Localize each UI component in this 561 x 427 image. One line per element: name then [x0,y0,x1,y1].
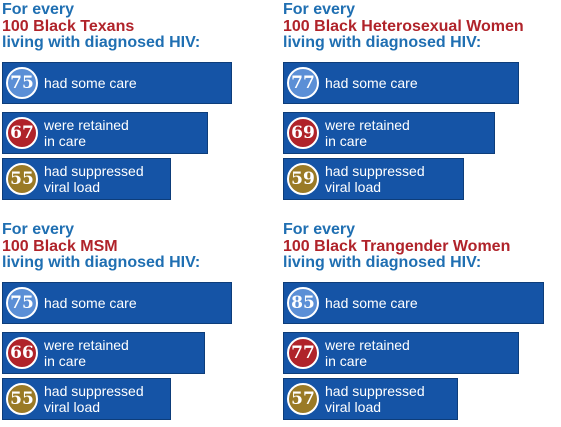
chart-title-line: For every [2,221,75,238]
bar-category-label-line: had some care [325,295,418,311]
bar-category-label: were retained in care [325,332,410,374]
bar-category-label: had suppressed viral load [325,158,425,200]
bar-category-label-line: had some care [44,75,137,91]
chart-title-line: For every [283,221,356,238]
bar [2,62,232,104]
bar [283,332,519,374]
bar-category-label: had some care [44,282,137,324]
bar-category-label-line: were retained [325,337,410,353]
bar-category-label-line: viral load [325,399,382,415]
bar-value-label: 67 [6,117,38,149]
bar-category-label-line: in care [325,353,368,369]
bar-value-label: 75 [6,287,38,319]
bar-category-label-line: were retained [44,337,129,353]
chart-title: For every 100 Black Heterosexual Women liv… [283,1,524,52]
bar-category-label-line: had suppressed [325,383,425,399]
bar [283,282,544,324]
bar-category-label-line: had suppressed [44,163,144,179]
bar-category-label-line: viral load [44,399,101,415]
bar-category-label: had some care [325,282,418,324]
bar-value-label: 77 [287,337,319,369]
bar-category-label-line: were retained [44,117,129,133]
chart-panel: For every 100 Black Heterosexual Women liv… [283,1,561,207]
chart-title-line: 100 Black Texans [2,17,135,35]
chart-title-line: living with diagnosed HIV: [283,34,482,51]
chart-title-line: 100 Black Trangender Women [283,237,511,255]
bar-value-label: 57 [287,383,319,415]
chart-panel: For every 100 Black Trangender Women livin… [283,221,561,427]
bar-category-label-line: in care [44,133,87,149]
bar-category-label-line: had suppressed [325,163,425,179]
chart-title-line: living with diagnosed HIV: [2,34,201,51]
bar-value-label: 77 [287,67,319,99]
bar-category-label-line: had some care [325,75,418,91]
bar-value-label: 55 [6,163,38,195]
bar-category-label: were retained in care [44,112,129,154]
bar-category-label: had some care [325,62,418,104]
bar [283,62,519,104]
chart-title-line: living with diagnosed HIV: [2,254,201,271]
bar-category-label-line: had some care [44,295,137,311]
bar-category-label-line: had suppressed [44,383,144,399]
bar-category-label: had suppressed viral load [325,378,425,420]
chart-title: For every 100 Black Trangender Women livin… [283,221,511,272]
bar-value-label: 55 [6,383,38,415]
bar-value-label: 69 [287,117,319,149]
chart-title-line: For every [2,1,75,18]
bar-category-label-line: were retained [325,117,410,133]
bar-category-label-line: viral load [44,179,101,195]
bar-category-label-line: viral load [325,179,382,195]
chart-panel: For every 100 Black Texans living with dia… [2,1,282,207]
chart-title: For every 100 Black MSM living with diagno… [2,221,201,272]
chart-title-line: 100 Black MSM [2,237,118,255]
chart-panel: For every 100 Black MSM living with diagno… [2,221,282,427]
bar-value-label: 85 [287,287,319,319]
chart-title-line: For every [283,1,356,18]
chart-title: For every 100 Black Texans living with dia… [2,1,201,52]
bar [2,282,232,324]
bar-category-label-line: in care [44,353,87,369]
chart-title-line: 100 Black Heterosexual Women [283,17,524,35]
bar-value-label: 75 [6,67,38,99]
bar-value-label: 59 [287,163,319,195]
bar-value-label: 66 [6,337,38,369]
bar-category-label: were retained in care [325,112,410,154]
bar-category-label-line: in care [325,133,368,149]
bar-category-label: had suppressed viral load [44,378,144,420]
bar-category-label: were retained in care [44,332,129,374]
bar-category-label: had suppressed viral load [44,158,144,200]
chart-title-line: living with diagnosed HIV: [283,254,482,271]
bar-category-label: had some care [44,62,137,104]
